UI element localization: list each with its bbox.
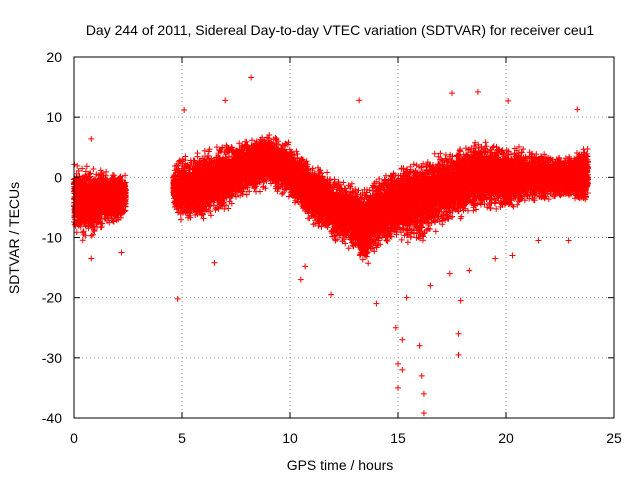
scatter-point <box>297 276 304 283</box>
scatter-point <box>509 252 516 259</box>
scatter-point <box>248 74 255 81</box>
scatter-point <box>392 324 399 331</box>
scatter-point <box>302 263 309 270</box>
scatter-point <box>222 97 229 104</box>
scatter-point <box>418 372 425 379</box>
scatter-point <box>399 366 406 373</box>
chart-title: Day 244 of 2011, Sidereal Day-to-day VTE… <box>86 22 595 38</box>
y-tick-label: 0 <box>54 169 62 185</box>
scatter-point <box>416 342 423 349</box>
x-tick-label: 25 <box>606 430 622 446</box>
y-tick-label: 10 <box>46 109 62 125</box>
scatter-point <box>455 351 462 358</box>
scatter-point <box>211 259 218 266</box>
y-axis-label: SDTVAR / TECUs <box>6 182 22 294</box>
scatter-point <box>181 106 188 113</box>
scatter-point <box>174 295 181 302</box>
x-tick-label: 5 <box>178 430 186 446</box>
scatter-point <box>328 291 335 298</box>
x-tick-label: 0 <box>70 430 78 446</box>
scatter-point <box>446 270 453 277</box>
y-tick-label: -30 <box>42 350 62 366</box>
scatter-point <box>88 255 95 262</box>
scatter-point <box>403 294 410 301</box>
scatter-point <box>427 282 434 289</box>
scatter-point <box>399 336 406 343</box>
scatter-point <box>420 390 427 397</box>
scatter-point <box>356 97 363 104</box>
scatter-point <box>88 135 95 142</box>
scatter-cloud <box>71 132 592 267</box>
y-tick-label: 20 <box>46 49 62 65</box>
y-tick-label: -20 <box>42 290 62 306</box>
scatter-point <box>574 106 581 113</box>
x-tick-label: 20 <box>498 430 514 446</box>
scatter-point <box>466 267 473 274</box>
scatter-point <box>395 384 401 391</box>
y-tick-label: -10 <box>42 230 62 246</box>
scatter-point <box>420 410 427 417</box>
x-axis-label: GPS time / hours <box>287 457 394 473</box>
axis-ticks <box>73 56 615 419</box>
scatter-point <box>118 249 125 256</box>
y-tick-label: -40 <box>42 410 62 426</box>
scatter-point <box>449 90 455 97</box>
scatter-point <box>492 255 499 262</box>
scatter-point <box>535 237 542 244</box>
tick-labels: 0 5 10 15 20 25 -40 -30 -20 -10 0 10 20 <box>42 49 622 446</box>
scatter-point <box>457 297 464 304</box>
x-tick-label: 15 <box>390 430 406 446</box>
scatter-point <box>395 360 401 367</box>
data-points <box>71 74 592 417</box>
scatter-point <box>474 88 481 95</box>
grid <box>74 57 614 418</box>
x-tick-label: 10 <box>282 430 298 446</box>
scatter-point <box>455 330 462 337</box>
scatter-point <box>505 97 512 104</box>
scatter-point <box>373 300 380 307</box>
scatter-point <box>565 237 572 244</box>
